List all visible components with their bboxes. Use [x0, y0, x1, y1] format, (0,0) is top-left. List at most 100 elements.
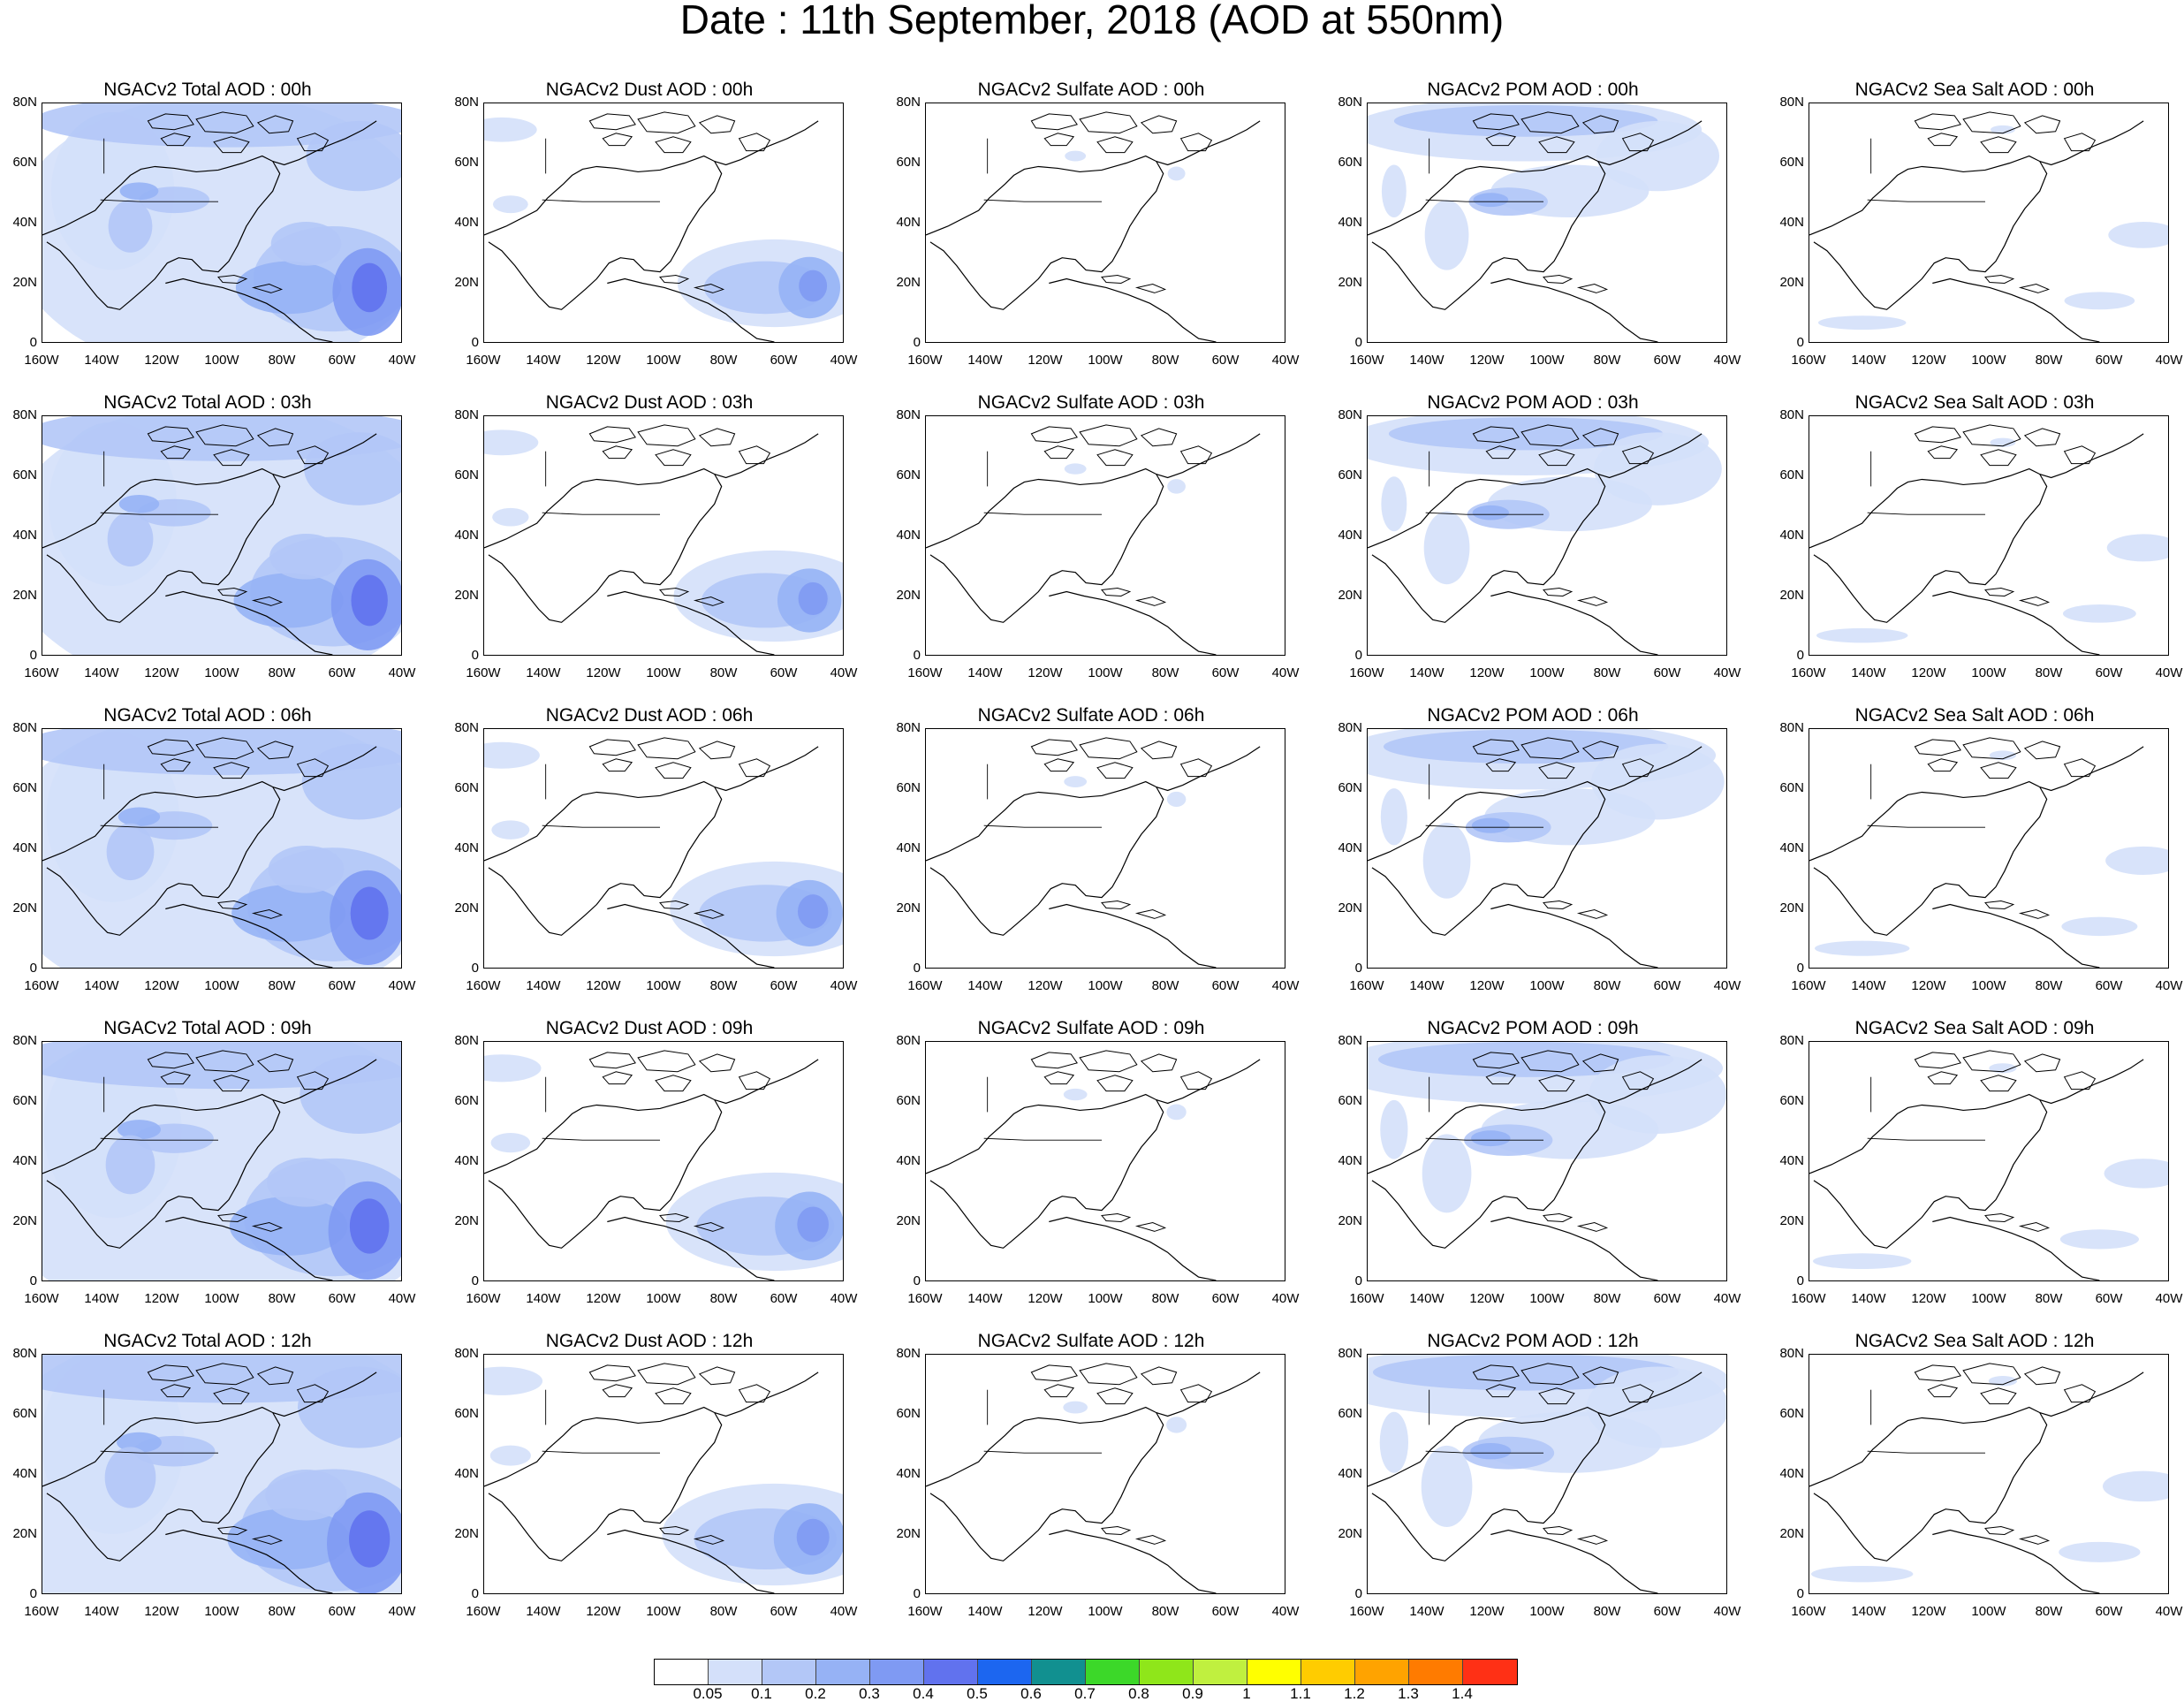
coastline-northeast [714, 1371, 819, 1417]
panel-title: NGACv2 Total AOD : 00h [103, 80, 312, 100]
aod-shading [1471, 817, 1510, 833]
coastline [42, 1406, 281, 1561]
panel-title: NGACv2 Total AOD : 06h [103, 705, 312, 726]
aod-shading [1380, 788, 1407, 846]
aod-shading [1380, 1099, 1408, 1159]
arctic-island [1140, 741, 1178, 760]
us-canada-border [1425, 1137, 1544, 1141]
longitude-tick-label: 140W [967, 1604, 1003, 1619]
arctic-island [213, 449, 250, 467]
coastline-northeast [1597, 433, 1702, 479]
aod-shading [351, 574, 388, 627]
arctic-island [1485, 758, 1517, 772]
coastline [1809, 1093, 2048, 1249]
arctic-island [160, 1071, 192, 1085]
longitude-tick-label: 140W [84, 1604, 119, 1619]
longitude-tick-label: 80W [2035, 353, 2063, 368]
arctic-island [1101, 1526, 1132, 1535]
aod-shading [300, 1055, 401, 1135]
arctic-island [147, 113, 194, 131]
latitude-tick-label: 20N [1779, 275, 1804, 290]
longitude-tick-label: 40W [388, 1291, 416, 1306]
arctic-island [1962, 111, 2021, 134]
arctic-island [1079, 111, 1138, 134]
colorbar-label: 0.3 [859, 1685, 880, 1702]
aod-shading [1381, 164, 1407, 218]
latitude-tick-label: 0 [471, 648, 479, 663]
longitude-tick-label: 80W [1151, 353, 1179, 368]
arctic-island [588, 1364, 636, 1382]
arctic-island [1621, 1384, 1655, 1403]
aod-shading [235, 261, 342, 315]
map-panel: NGACv2 Sulfate AOD : 09h 80N 60N 40N 20N 0 160… [883, 1018, 1299, 1320]
arctic-island [1576, 1534, 1609, 1545]
longitude-tick-label: 40W [2155, 1291, 2183, 1306]
latitude-tick-label: 40N [896, 528, 921, 543]
coastline-south [1490, 590, 1658, 655]
latitude-tick-label: 80N [1338, 95, 1362, 110]
longitude-tick-label: 80W [1593, 665, 1621, 680]
arctic-island [1179, 445, 1213, 465]
latitude-tick-label: 40N [896, 1466, 921, 1481]
latitude-tick-label: 0 [1354, 648, 1362, 663]
arctic-island [637, 111, 696, 134]
longitude-tick-label: 60W [1653, 978, 1681, 993]
aod-shading [1377, 1042, 1674, 1077]
aod-shading [105, 1135, 155, 1195]
longitude-tick-label: 60W [1211, 353, 1240, 368]
arctic-island [1485, 445, 1517, 460]
longitude-tick-label: 80W [268, 353, 296, 368]
latitude-tick-label: 60N [896, 1406, 921, 1421]
arctic-island [1962, 424, 2021, 447]
longitude-tick-label: 40W [2155, 978, 2183, 993]
panel-title: NGACv2 POM AOD : 03h [1427, 392, 1639, 413]
coastline [1809, 467, 2048, 623]
aod-shading [266, 1158, 346, 1207]
colorbar-label: 1.4 [1452, 1685, 1473, 1702]
aod-field-svg [42, 416, 401, 655]
arctic-island [1984, 275, 2015, 284]
latitude-tick-label: 80N [454, 95, 479, 110]
arctic-island [1179, 133, 1213, 152]
longitude-tick-label: 160W [907, 353, 943, 368]
latitude-tick-label: 20N [12, 275, 37, 290]
colorbar-box [762, 1660, 816, 1684]
arctic-island [296, 1071, 330, 1090]
arctic-island [160, 758, 192, 772]
arctic-island [160, 445, 192, 460]
arctic-island [217, 900, 248, 909]
longitude-tick-label: 160W [1791, 353, 1826, 368]
us-canada-border [542, 199, 661, 202]
longitude-tick-label: 80W [268, 1604, 296, 1619]
aod-shading [1393, 104, 1658, 137]
colorbar-label: 1.3 [1398, 1685, 1419, 1702]
latitude-tick-label: 20N [1338, 1213, 1362, 1228]
aod-shading [484, 1054, 542, 1083]
longitude-tick-label: 140W [526, 978, 561, 993]
longitude-tick-label: 140W [84, 1291, 119, 1306]
longitude-tick-label: 120W [1028, 1291, 1063, 1306]
aod-field-svg [42, 1042, 401, 1280]
arctic-island [1927, 133, 1959, 147]
arctic-island [588, 113, 636, 131]
latitude-tick-label: 80N [1338, 407, 1362, 422]
longitude-tick-label: 140W [526, 353, 561, 368]
longitude-tick-label: 160W [1349, 1604, 1384, 1619]
longitude-tick-label: 80W [1151, 1604, 1179, 1619]
panel-title: NGACv2 Sulfate AOD : 09h [977, 1018, 1205, 1038]
aod-field-svg [484, 424, 843, 655]
longitude-tick-label: 80W [2035, 665, 2063, 680]
longitude-tick-label: 80W [709, 665, 738, 680]
coastline-northeast [2039, 1059, 2144, 1105]
aod-shading [1424, 200, 1469, 270]
longitude-tick-label: 140W [526, 665, 561, 680]
panel-title: NGACv2 Sea Salt AOD : 09h [1854, 1018, 2095, 1038]
latitude-tick-label: 60N [896, 780, 921, 795]
longitude-tick-label: 140W [84, 978, 119, 993]
us-canada-border [100, 199, 219, 202]
latitude-tick-label: 20N [896, 588, 921, 603]
latitude-tick-label: 80N [1338, 720, 1362, 735]
coastline [484, 467, 723, 623]
arctic-island [1914, 113, 1961, 131]
latitude-tick-label: 0 [471, 961, 479, 976]
